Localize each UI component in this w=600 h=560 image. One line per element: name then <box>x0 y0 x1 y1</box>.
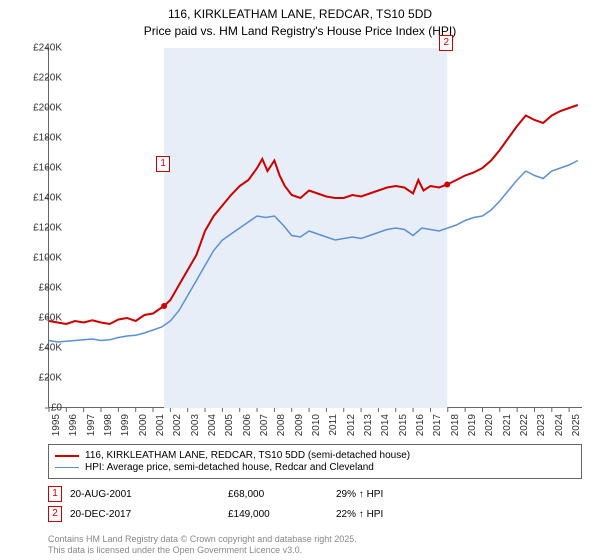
legend-swatch <box>55 455 79 457</box>
x-tick-label: 1997 <box>86 414 97 436</box>
x-tick-label: 1996 <box>68 414 79 436</box>
x-tick-label: 2010 <box>311 414 322 436</box>
x-tick-label: 2002 <box>172 414 183 436</box>
x-tick-label: 2009 <box>294 414 305 436</box>
x-tick-label: 2019 <box>467 414 478 436</box>
x-tick-label: 2024 <box>554 414 565 436</box>
annotation-price: £149,000 <box>228 509 328 520</box>
y-tick-label: £0 <box>51 403 62 414</box>
y-tick-label: £100K <box>33 253 62 264</box>
marker-dot-1 <box>161 303 167 309</box>
legend-label: 116, KIRKLEATHAM LANE, REDCAR, TS10 5DD … <box>85 450 410 461</box>
y-tick-label: £220K <box>33 73 62 84</box>
legend: 116, KIRKLEATHAM LANE, REDCAR, TS10 5DD … <box>48 444 582 479</box>
x-tick-label: 2022 <box>519 414 530 436</box>
marker-label-1: 1 <box>156 156 170 172</box>
x-tick-label: 2014 <box>380 414 391 436</box>
x-tick-label: 2013 <box>363 414 374 436</box>
x-tick-label: 2016 <box>415 414 426 436</box>
y-tick-label: £200K <box>33 103 62 114</box>
marker-label-2: 2 <box>439 35 453 51</box>
y-tick-label: £140K <box>33 193 62 204</box>
x-tick-label: 2021 <box>502 414 513 436</box>
x-tick-label: 2023 <box>536 414 547 436</box>
x-tick-label: 1998 <box>103 414 114 436</box>
annotation-date: 20-AUG-2001 <box>70 489 220 500</box>
legend-item: HPI: Average price, semi-detached house,… <box>55 462 575 473</box>
x-tick-label: 1995 <box>51 414 62 436</box>
footer-line2: This data is licensed under the Open Gov… <box>48 545 357 556</box>
x-tick-label: 2012 <box>346 414 357 436</box>
legend-label: HPI: Average price, semi-detached house,… <box>85 462 374 473</box>
title-block: 116, KIRKLEATHAM LANE, REDCAR, TS10 5DD … <box>0 0 600 40</box>
y-tick-label: £180K <box>33 133 62 144</box>
x-tick-label: 2011 <box>328 414 339 436</box>
annotation-delta: 29% ↑ HPI <box>336 489 383 500</box>
annotation-marker: 1 <box>48 486 62 502</box>
x-tick-label: 2025 <box>571 414 582 436</box>
y-tick-label: £60K <box>39 313 62 324</box>
annotation-marker: 2 <box>48 506 62 522</box>
y-tick-label: £80K <box>39 283 62 294</box>
x-tick-label: 1999 <box>120 414 131 436</box>
y-tick-label: £240K <box>33 43 62 54</box>
chart-svg <box>49 48 583 408</box>
x-tick-label: 2006 <box>242 414 253 436</box>
annotation-delta: 22% ↑ HPI <box>336 509 383 520</box>
x-tick-label: 2003 <box>190 414 201 436</box>
x-tick-label: 2018 <box>450 414 461 436</box>
marker-dot-2 <box>444 182 450 188</box>
legend-swatch <box>55 467 79 468</box>
y-tick-label: £40K <box>39 343 62 354</box>
footer-attribution: Contains HM Land Registry data © Crown c… <box>48 534 357 556</box>
title-subtitle: Price paid vs. HM Land Registry's House … <box>0 23 600 40</box>
footer-line1: Contains HM Land Registry data © Crown c… <box>48 534 357 545</box>
annotation-date: 20-DEC-2017 <box>70 509 220 520</box>
y-tick-label: £160K <box>33 163 62 174</box>
annotation-price: £68,000 <box>228 489 328 500</box>
y-tick-label: £120K <box>33 223 62 234</box>
legend-item: 116, KIRKLEATHAM LANE, REDCAR, TS10 5DD … <box>55 450 575 461</box>
x-tick-label: 2001 <box>155 414 166 436</box>
x-tick-label: 2007 <box>259 414 270 436</box>
chart-container: 116, KIRKLEATHAM LANE, REDCAR, TS10 5DD … <box>0 0 600 560</box>
y-tick-label: £20K <box>39 373 62 384</box>
x-tick-label: 2000 <box>138 414 149 436</box>
x-tick-label: 2015 <box>398 414 409 436</box>
x-tick-label: 2005 <box>224 414 235 436</box>
x-tick-label: 2008 <box>276 414 287 436</box>
chart-plot-area <box>48 48 582 408</box>
x-tick-label: 2020 <box>484 414 495 436</box>
annotation-row-1: 1 20-AUG-2001 £68,000 29% ↑ HPI <box>48 486 582 502</box>
x-tick-label: 2017 <box>432 414 443 436</box>
annotation-row-2: 2 20-DEC-2017 £149,000 22% ↑ HPI <box>48 506 582 522</box>
x-tick-label: 2004 <box>207 414 218 436</box>
title-address: 116, KIRKLEATHAM LANE, REDCAR, TS10 5DD <box>0 6 600 23</box>
